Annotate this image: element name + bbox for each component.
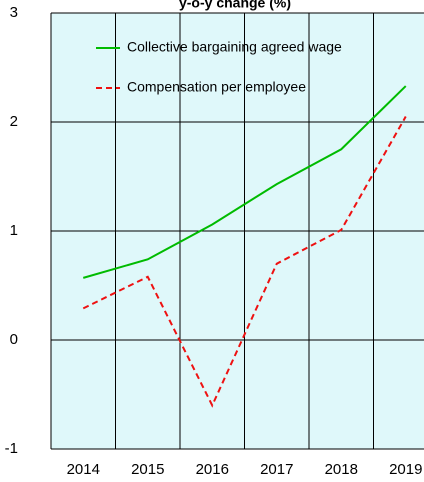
- x-tick-label: 2014: [67, 461, 100, 478]
- legend-label: Collective bargaining agreed wage: [127, 39, 342, 55]
- series-line: [82, 85, 407, 279]
- y-tick-label: 2: [10, 113, 18, 130]
- x-tick-label: 2019: [389, 461, 422, 478]
- legend-label: Compensation per employee: [127, 79, 306, 95]
- x-tick-label: 2018: [325, 461, 358, 478]
- x-tick-label: 2017: [260, 461, 293, 478]
- y-tick-label: 0: [10, 331, 18, 348]
- y-tick-label: 3: [10, 4, 18, 21]
- x-tick-label: 2015: [131, 461, 164, 478]
- series-line: [82, 116, 407, 408]
- x-tick-label: 2016: [196, 461, 229, 478]
- y-tick-label: 1: [10, 222, 18, 239]
- y-tick-label: -1: [5, 440, 18, 457]
- chart-title: y-o-y change (%): [179, 0, 291, 11]
